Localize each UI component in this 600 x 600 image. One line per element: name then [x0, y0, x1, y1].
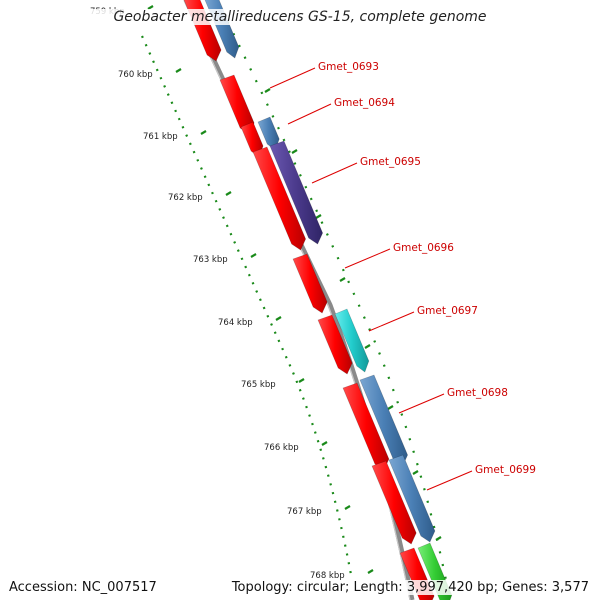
gene-label[interactable]: Gmet_0698: [447, 387, 508, 399]
tick-mark: [387, 405, 394, 410]
tick-mark: [315, 214, 322, 219]
tick-mark: [364, 344, 371, 349]
gene-label[interactable]: Gmet_0699: [475, 464, 536, 476]
gene-leader-line: [344, 248, 391, 269]
tick-mark: [435, 536, 442, 541]
genes-value: 3,577: [551, 580, 589, 595]
tick-mark: [175, 68, 182, 73]
tick-label: 764 kbp: [218, 318, 253, 328]
tick-mark: [344, 505, 351, 510]
gene-label[interactable]: Gmet_0696: [393, 242, 454, 254]
gene-leader-line: [398, 393, 445, 414]
map-title: Geobacter metallireducens GS-15, complet…: [0, 9, 600, 25]
topology-label: Topology:: [231, 580, 293, 595]
gene-arrow[interactable]: [252, 146, 306, 251]
tick-label: 760 kbp: [118, 70, 153, 80]
gene-label[interactable]: Gmet_0695: [360, 156, 421, 168]
accession-label: Accession:: [9, 580, 78, 595]
gene-labels: Gmet_0693 Gmet_0694 Gmet_0695 Gmet_0696 Gmet…: [269, 61, 536, 491]
tick-mark: [298, 378, 305, 383]
tick-label: 763 kbp: [193, 255, 228, 265]
tick-mark: [275, 316, 282, 321]
tick-label: 768 kbp: [310, 571, 345, 581]
tick-mark: [339, 277, 346, 282]
gene-label[interactable]: Gmet_0694: [334, 97, 395, 109]
tick-label: 765 kbp: [241, 380, 276, 390]
accession-value: NC_007517: [81, 580, 157, 595]
gene-arrow[interactable]: [371, 460, 417, 545]
tick-mark: [200, 130, 207, 135]
gene-features: [183, 0, 453, 600]
tick-mark: [291, 149, 298, 154]
gene-label[interactable]: Gmet_0697: [417, 305, 478, 317]
gene-arrow[interactable]: [269, 140, 323, 245]
gene-leader-line: [368, 311, 415, 332]
gene-leader-line: [426, 470, 473, 491]
tick-label: 766 kbp: [264, 443, 299, 453]
length-label: Length:: [353, 580, 403, 595]
gene-arrow[interactable]: [317, 314, 353, 375]
gene-label[interactable]: Gmet_0693: [318, 61, 379, 73]
tick-mark: [147, 5, 154, 10]
tick-mark: [264, 88, 271, 93]
tick-mark: [321, 441, 328, 446]
genome-info: Topology: circular; Length: 3,997,420 bp…: [231, 580, 589, 595]
tick-label: 762 kbp: [168, 193, 203, 203]
tick-label: 761 kbp: [143, 132, 178, 142]
map-footer: Accession: NC_007517 Topology: circular;…: [0, 576, 600, 600]
topology-value: circular: [296, 580, 345, 595]
genes-label: Genes:: [502, 580, 548, 595]
gene-arrow[interactable]: [292, 253, 328, 314]
gene-arrow[interactable]: [334, 308, 370, 373]
tick-mark: [250, 253, 257, 258]
tick-mark: [412, 470, 419, 475]
tick-mark: [367, 569, 374, 574]
tick-label: 767 kbp: [287, 507, 322, 517]
accession-info: Accession: NC_007517: [9, 580, 157, 595]
gene-leader-line: [311, 162, 358, 184]
tick-mark: [225, 191, 232, 196]
gene-leader-line: [287, 103, 332, 125]
gene-arrow[interactable]: [388, 454, 436, 543]
gene-leader-line: [269, 67, 316, 89]
length-value: 3,997,420 bp: [406, 580, 494, 595]
